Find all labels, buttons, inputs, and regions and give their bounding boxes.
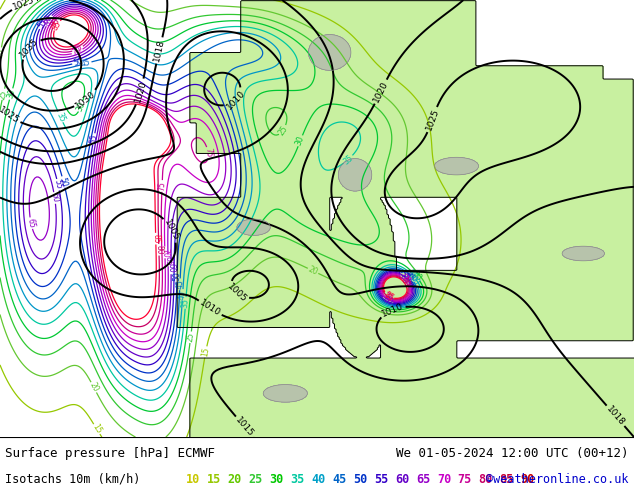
Text: 35: 35 [181, 298, 190, 308]
Text: 50: 50 [58, 176, 69, 188]
Text: 20: 20 [87, 381, 100, 393]
Text: 10: 10 [186, 473, 200, 486]
Text: 1010: 1010 [224, 88, 247, 111]
Text: 90: 90 [521, 473, 534, 486]
Text: 60: 60 [41, 13, 55, 26]
Text: 55: 55 [53, 179, 63, 191]
Text: 1025: 1025 [12, 0, 36, 12]
Text: 1030: 1030 [74, 89, 98, 110]
Text: 60: 60 [49, 193, 60, 203]
Text: 20: 20 [307, 265, 320, 277]
Text: 15: 15 [200, 346, 211, 358]
Text: 65: 65 [399, 272, 412, 285]
Text: 35: 35 [342, 153, 355, 166]
Text: 25: 25 [186, 332, 196, 343]
Text: 80: 80 [49, 16, 62, 29]
Text: 20: 20 [228, 473, 242, 486]
Text: 25: 25 [276, 123, 290, 137]
Text: 55: 55 [374, 473, 388, 486]
Text: 50: 50 [72, 57, 84, 68]
Text: We 01-05-2024 12:00 UTC (00+12): We 01-05-2024 12:00 UTC (00+12) [396, 446, 629, 460]
Text: 40: 40 [408, 274, 421, 288]
Text: 60: 60 [167, 264, 176, 273]
Text: 40: 40 [311, 473, 325, 486]
Text: 60: 60 [381, 294, 394, 307]
Text: 1018: 1018 [605, 404, 626, 427]
Text: 30: 30 [294, 135, 306, 147]
Text: 70: 70 [399, 273, 412, 287]
Text: 35: 35 [55, 111, 67, 123]
Text: 50: 50 [353, 473, 367, 486]
Text: 55: 55 [36, 18, 49, 30]
Text: 1010: 1010 [380, 301, 405, 319]
Text: 70: 70 [71, 46, 84, 58]
Text: 30: 30 [6, 88, 16, 100]
Text: 65: 65 [25, 218, 36, 229]
Text: 1020: 1020 [133, 79, 148, 104]
Text: 30: 30 [75, 100, 87, 113]
Text: 80: 80 [399, 276, 412, 290]
Text: 75: 75 [203, 147, 213, 158]
Text: 35: 35 [405, 269, 418, 282]
Text: 80: 80 [479, 473, 493, 486]
Text: 30: 30 [410, 270, 423, 283]
Text: 65: 65 [43, 15, 56, 28]
Text: 45: 45 [332, 473, 346, 486]
Text: 65: 65 [164, 255, 172, 266]
Text: 70: 70 [160, 247, 169, 257]
Text: Surface pressure [hPa] ECMWF: Surface pressure [hPa] ECMWF [5, 446, 215, 460]
Text: 45: 45 [80, 58, 92, 69]
Text: 1035: 1035 [18, 36, 41, 59]
Text: 85: 85 [500, 473, 514, 486]
Text: 1015: 1015 [234, 415, 256, 439]
Text: 30: 30 [269, 473, 283, 486]
Text: 1025: 1025 [424, 107, 441, 132]
Text: 85: 85 [382, 290, 395, 303]
Text: 60: 60 [395, 473, 409, 486]
Text: 1010: 1010 [198, 298, 222, 318]
Text: 80: 80 [154, 245, 164, 255]
Text: 45: 45 [403, 271, 417, 284]
Text: 1018: 1018 [152, 38, 166, 63]
Text: Isotachs 10m (km/h): Isotachs 10m (km/h) [5, 473, 141, 486]
Text: 40: 40 [178, 290, 188, 300]
Text: 35: 35 [290, 473, 304, 486]
Text: 65: 65 [416, 473, 430, 486]
Text: 85: 85 [151, 234, 160, 244]
Text: 1025: 1025 [0, 105, 21, 126]
Text: 75: 75 [72, 43, 84, 55]
Text: 25: 25 [0, 89, 9, 100]
Text: ©weatheronline.co.uk: ©weatheronline.co.uk [486, 473, 629, 486]
Text: 50: 50 [172, 271, 182, 281]
Text: 70: 70 [437, 473, 451, 486]
Text: 50: 50 [401, 270, 414, 283]
Text: 75: 75 [157, 181, 167, 191]
Text: 75: 75 [458, 473, 472, 486]
Text: 55: 55 [88, 133, 99, 145]
Text: 45: 45 [175, 279, 184, 290]
Text: 1020: 1020 [372, 79, 390, 104]
Text: 85: 85 [50, 19, 63, 32]
Text: 25: 25 [249, 473, 262, 486]
Text: 15: 15 [91, 423, 103, 436]
Text: 15: 15 [207, 473, 221, 486]
Text: 20: 20 [0, 48, 6, 58]
Text: 1005: 1005 [162, 218, 181, 242]
Text: 75: 75 [381, 291, 394, 304]
Text: 1005: 1005 [225, 282, 249, 304]
Text: 55: 55 [399, 270, 412, 283]
